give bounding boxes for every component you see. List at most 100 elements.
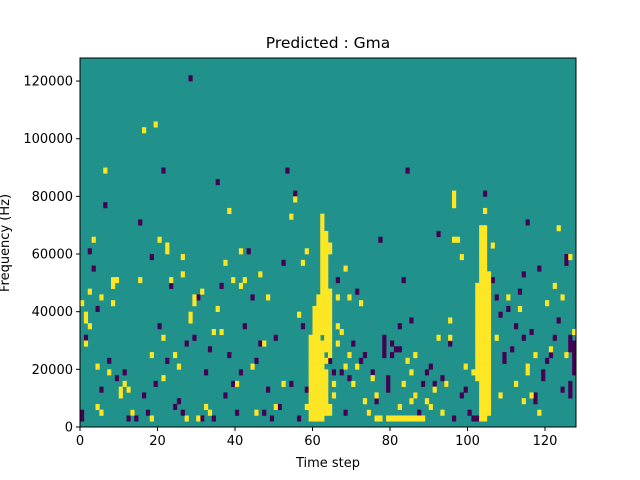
heatmap-cell-low xyxy=(564,254,569,261)
heatmap-cell-high xyxy=(320,357,325,364)
heatmap-cell-low xyxy=(219,282,224,289)
heatmap-cell-low xyxy=(568,340,573,347)
heatmap-cell-high xyxy=(533,352,538,359)
heatmap-cell-high xyxy=(324,334,329,341)
heatmap-cell-high xyxy=(483,242,488,249)
heatmap-cell-low xyxy=(300,323,306,330)
heatmap-cell-high xyxy=(316,415,321,422)
heatmap-cell-low xyxy=(393,346,399,353)
heatmap-cell-high xyxy=(254,409,259,416)
heatmap-cell-low xyxy=(114,375,120,382)
heatmap-cell-high xyxy=(444,380,449,387)
heatmap-cell-low xyxy=(483,190,488,197)
heatmap-cell-low xyxy=(107,357,112,364)
heatmap-cell-high xyxy=(250,363,255,370)
heatmap-cell-high xyxy=(483,207,488,214)
heatmap-cell-low xyxy=(382,334,387,341)
heatmap-cell-high xyxy=(506,294,511,301)
heatmap-cell-high xyxy=(479,288,484,295)
heatmap-cell-high xyxy=(479,328,484,336)
heatmap-cell-high xyxy=(207,409,213,416)
heatmap-cell-high xyxy=(343,363,348,370)
heatmap-cell-high xyxy=(308,340,313,347)
heatmap-cell-high xyxy=(479,357,484,364)
heatmap-cell-low xyxy=(153,380,158,387)
heatmap-cell-high xyxy=(320,398,325,405)
x-tick-label: 0 xyxy=(76,434,84,449)
heatmap-cell-high xyxy=(366,409,371,416)
heatmap-cell-high xyxy=(312,363,317,370)
heatmap-cell-high xyxy=(486,277,492,284)
heatmap-cell-low xyxy=(397,323,402,330)
heatmap-cell-high xyxy=(475,363,480,370)
heatmap-cell-high xyxy=(483,225,488,232)
heatmap-cell-high xyxy=(486,282,492,289)
heatmap-cell-low xyxy=(545,357,550,364)
heatmap-cell-high xyxy=(475,340,480,347)
heatmap-cell-high xyxy=(475,334,480,341)
heatmap-cell-high xyxy=(328,311,333,318)
heatmap-cell-high xyxy=(479,340,484,347)
heatmap-cell-high xyxy=(312,317,317,324)
heatmap-cell-high xyxy=(483,403,488,411)
heatmap-cell-high xyxy=(521,398,526,405)
heatmap-cell-high xyxy=(486,305,492,312)
heatmap-cell-high xyxy=(479,369,484,376)
heatmap-cell-high xyxy=(483,317,488,324)
heatmap-cell-high xyxy=(320,277,325,284)
heatmap-cell-low xyxy=(436,230,441,238)
heatmap-cell-high xyxy=(204,403,209,411)
heatmap-cell-high xyxy=(130,409,135,416)
heatmap-cell-high xyxy=(428,403,433,411)
heatmap-cell-low xyxy=(99,386,104,393)
heatmap-cell-high xyxy=(401,415,406,422)
heatmap-cell-high xyxy=(215,305,220,312)
heatmap-cell-high xyxy=(200,288,205,295)
heatmap-cell-high xyxy=(432,386,437,393)
heatmap-cell-high xyxy=(483,380,488,387)
heatmap-cell-low xyxy=(355,288,360,295)
heatmap-cell-high xyxy=(238,282,244,289)
heatmap-cell-high xyxy=(320,323,325,330)
heatmap-cell-high xyxy=(335,323,340,330)
heatmap-cell-high xyxy=(483,340,488,347)
heatmap-cell-high xyxy=(475,294,480,301)
heatmap-cell-low xyxy=(200,415,205,422)
heatmap-cell-low xyxy=(572,357,577,364)
heatmap-cell-high xyxy=(324,254,329,261)
heatmap-cell-high xyxy=(347,352,352,359)
heatmap-cell-high xyxy=(486,323,492,330)
heatmap-cell-high xyxy=(483,415,488,422)
heatmap-cell-high xyxy=(126,386,131,393)
heatmap-cell-low xyxy=(386,386,391,393)
heatmap-cell-high xyxy=(483,311,488,318)
heatmap-cell-high xyxy=(211,328,216,336)
heatmap-cell-low xyxy=(242,323,247,330)
heatmap-cell-low xyxy=(262,409,267,416)
x-tick-label: 40 xyxy=(227,434,244,449)
heatmap-cell-high xyxy=(184,415,189,422)
heatmap-cell-high xyxy=(328,403,333,411)
heatmap-cell-high xyxy=(440,409,445,416)
heatmap-cell-low xyxy=(521,271,526,278)
heatmap-cell-high xyxy=(316,323,321,330)
heatmap-cell-low xyxy=(386,380,391,387)
heatmap-cell-low xyxy=(521,334,526,341)
heatmap-cell-high xyxy=(320,328,325,336)
heatmap-cell-low xyxy=(409,317,414,324)
heatmap-cell-high xyxy=(479,392,484,399)
heatmap-cell-high xyxy=(312,375,317,382)
heatmap-cell-high xyxy=(312,403,317,411)
heatmap-cell-high xyxy=(312,392,317,399)
heatmap-cell-low xyxy=(471,415,476,422)
heatmap-cell-high xyxy=(149,415,154,422)
heatmap-cell-high xyxy=(486,317,492,324)
heatmap-cell-high xyxy=(87,288,92,295)
heatmap-cell-low xyxy=(266,386,271,393)
heatmap-cell-low xyxy=(572,340,577,347)
heatmap-cell-high xyxy=(537,409,542,416)
heatmap-cell-high xyxy=(475,282,480,289)
heatmap-cell-high xyxy=(328,323,333,330)
heatmap-cell-high xyxy=(525,369,530,376)
y-axis-ticks: 0 20000 40000 60000 80000 100000 120000 xyxy=(23,75,80,436)
